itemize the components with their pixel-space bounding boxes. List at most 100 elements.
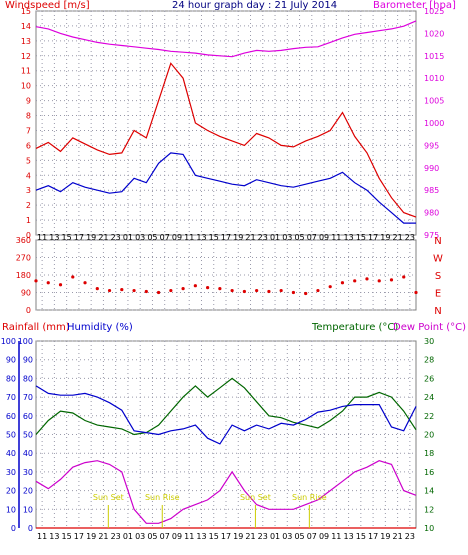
rainfall-tick-label: 10	[6, 505, 16, 514]
x-tick-label-bottom: 17	[221, 532, 231, 541]
wind-direction-point	[230, 288, 234, 293]
barometer-tick-label: 1000	[424, 119, 444, 128]
x-tick-label-top: 05	[147, 233, 157, 242]
barometer-tick-label: 1010	[424, 74, 444, 83]
wind-direction-point	[58, 283, 63, 287]
humidity-tick-label: 20	[23, 487, 33, 496]
x-tick-label-bottom: 17	[368, 532, 378, 541]
x-tick-label-top: 15	[62, 233, 72, 242]
x-tick-label-bottom: 07	[307, 532, 317, 541]
wind-direction-point	[279, 288, 283, 293]
sun-event-label: Sun Rise	[292, 493, 327, 502]
x-tick-label-top: 23	[405, 233, 415, 242]
wind-direction-point	[120, 287, 124, 292]
wind-tick-label: 2	[26, 201, 31, 210]
x-tick-label-bottom: 21	[245, 532, 255, 541]
humidity-tick-label: 10	[23, 505, 33, 514]
wind-direction-point	[340, 281, 345, 285]
x-tick-label-top: 01	[270, 233, 280, 242]
rainfall-tick-label: 40	[6, 449, 16, 458]
x-tick-label-top: 01	[123, 233, 133, 242]
x-tick-label-top: 09	[172, 233, 182, 242]
barometer-tick-label: 1015	[424, 52, 444, 61]
wind-tick-label: 5	[26, 156, 31, 165]
rainfall-tick-label: 90	[6, 356, 16, 365]
x-tick-label-top: 21	[393, 233, 403, 242]
humidity-tick-label: 70	[23, 393, 33, 402]
x-tick-label-bottom: 05	[147, 532, 157, 541]
x-tick-label-bottom: 13	[343, 532, 353, 541]
wind-gust-line	[35, 62, 417, 218]
wind-direction-point	[365, 277, 369, 281]
barometer-tick-label: 980	[424, 209, 439, 218]
wind-direction-point	[83, 281, 87, 285]
humidity-tick-label: 90	[23, 356, 33, 365]
compass-label: W	[433, 254, 443, 265]
x-tick-label-bottom: 07	[160, 532, 170, 541]
wind-direction-point	[353, 279, 357, 283]
rainfall-tick-label: 100	[1, 337, 16, 346]
x-tick-label-bottom: 15	[356, 532, 366, 541]
x-tick-label-top: 13	[343, 233, 353, 242]
wind-tick-label: 8	[26, 112, 31, 121]
x-tick-label-bottom: 15	[62, 532, 72, 541]
temperature-label: Temperature (°C)	[311, 322, 398, 333]
wind-tick-label: 14	[21, 22, 31, 31]
x-tick-label-bottom: 17	[74, 532, 84, 541]
barometer-label: Barometer [hpa]	[373, 0, 456, 11]
x-tick-label-bottom: 03	[135, 532, 145, 541]
direction-tick-label: 90	[21, 289, 31, 298]
wind-direction-point	[34, 279, 38, 283]
compass-label: N	[434, 306, 441, 317]
rainfall-label: Rainfall (mm)	[2, 322, 70, 333]
humidity-tick-label: 60	[23, 412, 33, 421]
rainfall-tick-label: 50	[6, 431, 16, 440]
wind-direction-point	[71, 275, 75, 279]
wind-tick-label: 13	[21, 37, 31, 46]
temperature-tick-label: 24	[424, 393, 434, 402]
wind-direction-point	[218, 287, 222, 291]
x-tick-label-bottom: 05	[294, 532, 304, 541]
wind-tick-label: 15	[21, 7, 31, 16]
temperature-tick-label: 14	[424, 487, 434, 496]
x-tick-label-bottom: 23	[258, 532, 268, 541]
x-tick-label-bottom: 21	[393, 532, 403, 541]
x-tick-label-bottom: 11	[331, 532, 341, 541]
temperature-tick-label: 12	[424, 505, 434, 514]
x-tick-label-bottom: 15	[209, 532, 219, 541]
x-tick-label-top: 07	[307, 233, 317, 242]
wind-tick-label: 0	[26, 231, 31, 240]
x-tick-label-bottom: 19	[380, 532, 390, 541]
wind-tick-label: 6	[26, 141, 31, 150]
chart-title: 24 hour graph day : 21 July 2014	[172, 0, 337, 11]
wind-direction-point	[156, 290, 161, 295]
barometer-line	[35, 20, 417, 58]
barometer-tick-label: 1020	[424, 29, 444, 38]
x-tick-label-top: 19	[233, 233, 243, 242]
x-tick-label-bottom: 03	[282, 532, 292, 541]
compass-label: E	[435, 289, 441, 300]
rainfall-tick-label: 20	[6, 487, 16, 496]
barometer-tick-label: 990	[424, 164, 439, 173]
sun-event-label: Sun Set	[93, 493, 124, 502]
humidity-tick-label: 0	[28, 524, 33, 533]
x-tick-label-top: 03	[282, 233, 292, 242]
humidity-tick-label: 30	[23, 468, 33, 477]
rainfall-tick-label: 30	[6, 468, 16, 477]
x-tick-label-bottom: 19	[233, 532, 243, 541]
temperature-tick-label: 18	[424, 449, 434, 458]
x-tick-label-top: 13	[196, 233, 206, 242]
wind-tick-label: 10	[21, 82, 31, 91]
x-tick-label-top: 09	[319, 233, 329, 242]
sun-event-label: Sun Set	[240, 493, 271, 502]
x-tick-label-top: 17	[368, 233, 378, 242]
x-tick-label-bottom: 09	[172, 532, 182, 541]
x-tick-label-top: 15	[209, 233, 219, 242]
wind-barometer-panel: Windspeed [m/s] 24 hour graph day : 21 J…	[5, 0, 456, 240]
temperature-tick-label: 22	[424, 412, 434, 421]
x-tick-label-bottom: 13	[196, 532, 206, 541]
x-tick-label-top: 13	[49, 233, 59, 242]
x-tick-label-top: 17	[74, 233, 84, 242]
